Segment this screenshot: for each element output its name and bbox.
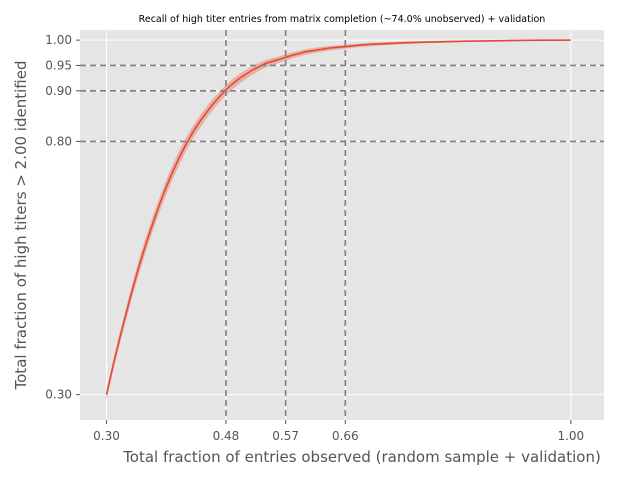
y-axis-label: Total fraction of high titers > 2.00 ide… [12, 61, 30, 391]
x-tick-label: 1.00 [557, 429, 584, 443]
y-axis-ticks: 0.30 0.80 0.90 0.95 1.00 [45, 33, 80, 402]
series-line-layer [105, 39, 571, 395]
reference-lines [80, 30, 604, 420]
x-axis-ticks: 0.30 0.48 0.57 0.66 1.00 [93, 420, 584, 443]
x-tick-label: 0.57 [272, 429, 299, 443]
x-axis-label: Total fraction of entries observed (rand… [122, 448, 601, 466]
y-tick-label: 0.80 [45, 134, 72, 148]
y-tick-label: 0.30 [45, 388, 72, 402]
y-tick-label: 0.95 [45, 58, 72, 72]
x-tick-label: 0.66 [332, 429, 359, 443]
plot-area [80, 30, 604, 420]
recall-line [105, 39, 571, 395]
x-tick-label: 0.30 [93, 429, 120, 443]
x-tick-label: 0.48 [213, 429, 240, 443]
y-tick-label: 1.00 [45, 33, 72, 47]
chart-title: Recall of high titer entries from matrix… [139, 14, 546, 25]
y-tick-label: 0.90 [45, 84, 72, 98]
